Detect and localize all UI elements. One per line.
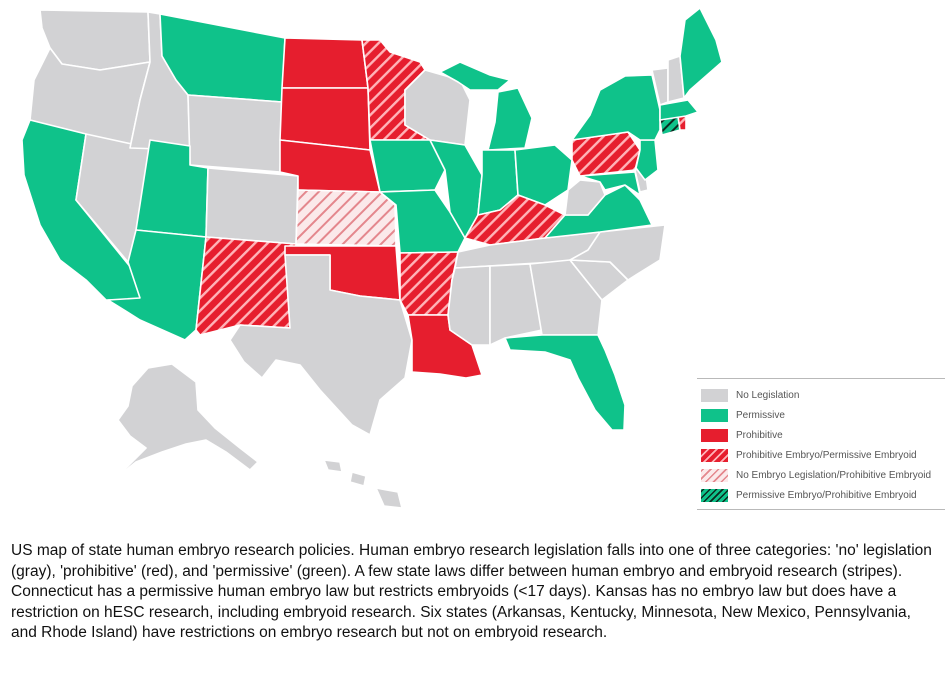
legend-label: Permissive Embryo/Prohibitive Embryoid [736,489,917,501]
state-iowa [369,139,446,193]
state-ohio [514,144,573,206]
map-legend: No Legislation Permissive Prohibitive Pr… [697,378,945,510]
legend-label: No Legislation [736,389,800,401]
legend-label: Permissive [736,409,785,421]
legend-swatch-red-stripes [701,448,728,462]
legend-swatch-pink-stripes [701,468,728,482]
legend-label: Prohibitive [736,429,783,441]
state-texas [229,254,413,436]
state-florida [504,334,626,431]
state-rhode-island [677,115,687,131]
legend-item-pink-stripes: No Embryo Legislation/Prohibitive Embryo… [697,465,945,485]
state-mississippi [447,265,491,346]
legend-item-red-stripes: Prohibitive Embryo/Permissive Embryoid [697,445,945,465]
state-alabama [489,263,543,346]
state-new-york [571,74,661,141]
legend-item-green-stripes: Permissive Embryo/Prohibitive Embryoid [697,485,945,505]
state-wyoming [187,94,283,173]
state-missouri [379,189,466,254]
state-alaska [103,363,259,489]
legend-item-no-legislation: No Legislation [697,385,945,405]
legend-item-prohibitive: Prohibitive [697,425,945,445]
legend-swatch-green [701,408,728,422]
state-colorado [205,167,299,245]
legend-swatch-gray [701,388,728,402]
state-wisconsin [404,69,471,146]
state-michigan-upper-peninsula [439,61,511,91]
state-maine [679,7,723,99]
state-kansas [295,189,397,247]
legend-item-permissive: Permissive [697,405,945,425]
legend-label: Prohibitive Embryo/Permissive Embryoid [736,449,917,461]
state-massachusetts [659,99,699,121]
legend-swatch-red [701,428,728,442]
us-map [21,7,723,509]
state-new-mexico [195,236,297,336]
legend-swatch-green-stripes [701,488,728,502]
state-north-dakota [281,37,369,89]
legend-label: No Embryo Legislation/Prohibitive Embryo… [736,469,932,481]
state-michigan [487,87,533,151]
figure-caption: US map of state human embryo research po… [11,542,932,642]
state-hawaii [323,459,403,509]
